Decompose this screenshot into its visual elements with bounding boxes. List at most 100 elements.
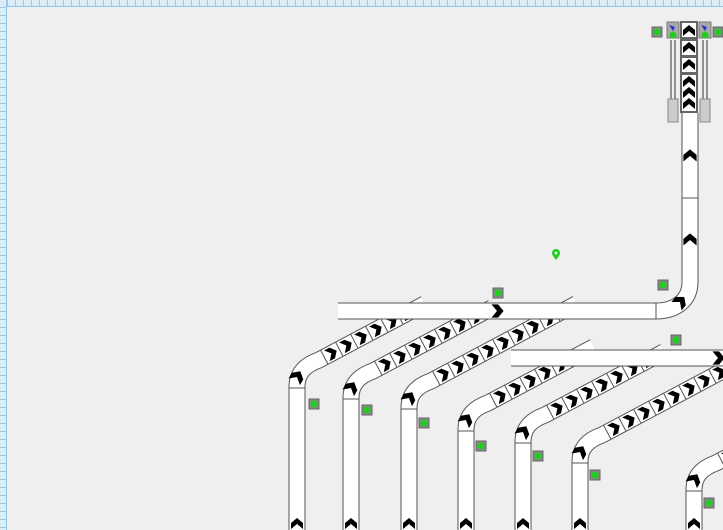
sensor-led <box>653 28 661 36</box>
belt-segment-divider <box>447 362 456 378</box>
main-conveyor[interactable] <box>338 113 699 320</box>
spur-conveyor-1-surface <box>289 297 429 530</box>
stop-block[interactable] <box>699 98 711 123</box>
belt-segment-divider <box>693 377 702 392</box>
belt-segment-divider <box>648 400 657 416</box>
photo-eye-sensor[interactable] <box>651 26 663 38</box>
chevron-arrow-icon <box>683 149 697 162</box>
chevron-arrow-icon <box>683 25 695 36</box>
chevron-arrow-icon <box>354 331 367 346</box>
belt-segment-divider <box>546 404 555 420</box>
chevron-arrow-icon <box>423 334 436 349</box>
chevron-arrow-icon <box>571 446 587 461</box>
photo-eye-sensor[interactable] <box>475 440 487 452</box>
chevron-arrow-icon <box>637 406 650 421</box>
belt-segment-divider <box>374 360 383 376</box>
chevron-arrow-icon <box>400 392 416 407</box>
belt-segment-divider <box>576 388 585 404</box>
chevron-arrow-icon <box>683 87 695 98</box>
chevron-arrow-icon <box>508 382 521 397</box>
belt-segment-divider <box>434 328 443 344</box>
belt-segment-divider <box>603 424 612 440</box>
chevron-arrow-icon <box>496 336 509 351</box>
chevron-arrow-icon <box>342 382 358 397</box>
spur-conveyor-1[interactable] <box>288 296 429 530</box>
spur-conveyor-3[interactable] <box>400 296 581 530</box>
spur-conveyor-7-surface <box>686 450 723 530</box>
photo-eye-sensor[interactable] <box>712 26 723 38</box>
chevron-arrow-icon <box>671 296 686 311</box>
spur-conveyor-7[interactable] <box>685 435 723 530</box>
chevron-arrow-icon <box>345 518 357 529</box>
photo-eye-sensor[interactable] <box>492 287 504 299</box>
chevron-arrow-icon <box>517 518 529 529</box>
chevron-arrow-icon <box>595 378 608 393</box>
photo-eye-sensor[interactable] <box>418 417 430 429</box>
chevron-arrow-icon <box>491 304 504 318</box>
chevron-arrow-icon <box>683 42 695 53</box>
chevron-arrow-icon <box>460 518 472 529</box>
chevron-arrow-icon <box>288 371 304 386</box>
chevron-arrow-icon <box>526 320 539 335</box>
stop-block[interactable] <box>667 98 679 123</box>
belt-segment-divider <box>618 416 627 432</box>
belt-segment-divider <box>335 341 344 357</box>
belt-segment-divider <box>404 344 413 360</box>
belt-segment-divider <box>606 372 615 388</box>
sensor-led <box>477 442 485 450</box>
chevron-arrow-icon <box>369 323 382 338</box>
sensor-led <box>494 289 502 297</box>
chevron-arrow-icon <box>683 59 695 70</box>
sensor-led <box>701 31 709 39</box>
spur-conveyor-5[interactable] <box>514 344 669 530</box>
belt-segment-divider <box>492 338 501 354</box>
photo-eye-sensor[interactable] <box>670 334 682 346</box>
belt-segment-divider <box>380 317 389 333</box>
belt-segment-divider <box>320 349 329 365</box>
chevron-arrow-icon <box>514 426 530 441</box>
belt-segment-divider <box>477 346 486 362</box>
chevron-arrow-icon <box>393 350 406 365</box>
belt-segment-divider <box>389 352 398 368</box>
chevron-arrow-icon <box>697 374 710 389</box>
chevron-arrow-icon <box>565 394 578 409</box>
belt-segment-divider <box>717 452 723 465</box>
chevron-arrow-icon <box>523 374 536 389</box>
chevron-arrow-icon <box>712 351 723 365</box>
sensor-led <box>534 452 542 460</box>
chevron-arrow-icon <box>511 328 524 343</box>
photo-eye-sensor[interactable] <box>532 450 544 462</box>
chevron-arrow-icon <box>622 414 635 429</box>
chevron-arrow-icon <box>493 390 506 405</box>
chevron-arrow-icon <box>451 360 464 375</box>
belt-segment-divider <box>591 380 600 396</box>
chevron-arrow-icon <box>403 518 415 529</box>
belt-segment-divider <box>522 323 531 338</box>
belt-segment-divider <box>519 376 528 392</box>
belt-segment-divider <box>678 385 687 400</box>
sensor-led <box>672 336 680 344</box>
chevron-arrow-icon <box>453 318 466 333</box>
photo-eye-sensor[interactable] <box>589 469 601 481</box>
spur-conveyor-2[interactable] <box>342 300 497 530</box>
chevron-arrow-icon <box>438 326 451 341</box>
belt-segment-divider <box>621 365 630 380</box>
chevron-arrow-icon <box>457 414 473 429</box>
chevron-arrow-icon <box>580 386 593 401</box>
chevron-arrow-icon <box>667 390 680 405</box>
spur-conveyor-4[interactable] <box>457 339 598 530</box>
chevron-arrow-icon <box>683 76 695 87</box>
photo-eye-sensor[interactable] <box>657 279 669 291</box>
belt-segment-divider <box>561 396 570 412</box>
belt-segment-divider <box>633 408 642 424</box>
photo-eye-sensor[interactable] <box>703 497 715 509</box>
photo-eye-sensor[interactable] <box>361 404 373 416</box>
main-conveyor-outline <box>338 113 699 320</box>
belt-segment-divider <box>432 370 441 386</box>
spur-conveyor-6[interactable] <box>571 355 723 530</box>
map-pin-icon[interactable] <box>552 249 560 260</box>
sensor-led <box>363 406 371 414</box>
chevron-arrow-icon <box>481 344 494 359</box>
photo-eye-sensor[interactable] <box>308 398 320 410</box>
